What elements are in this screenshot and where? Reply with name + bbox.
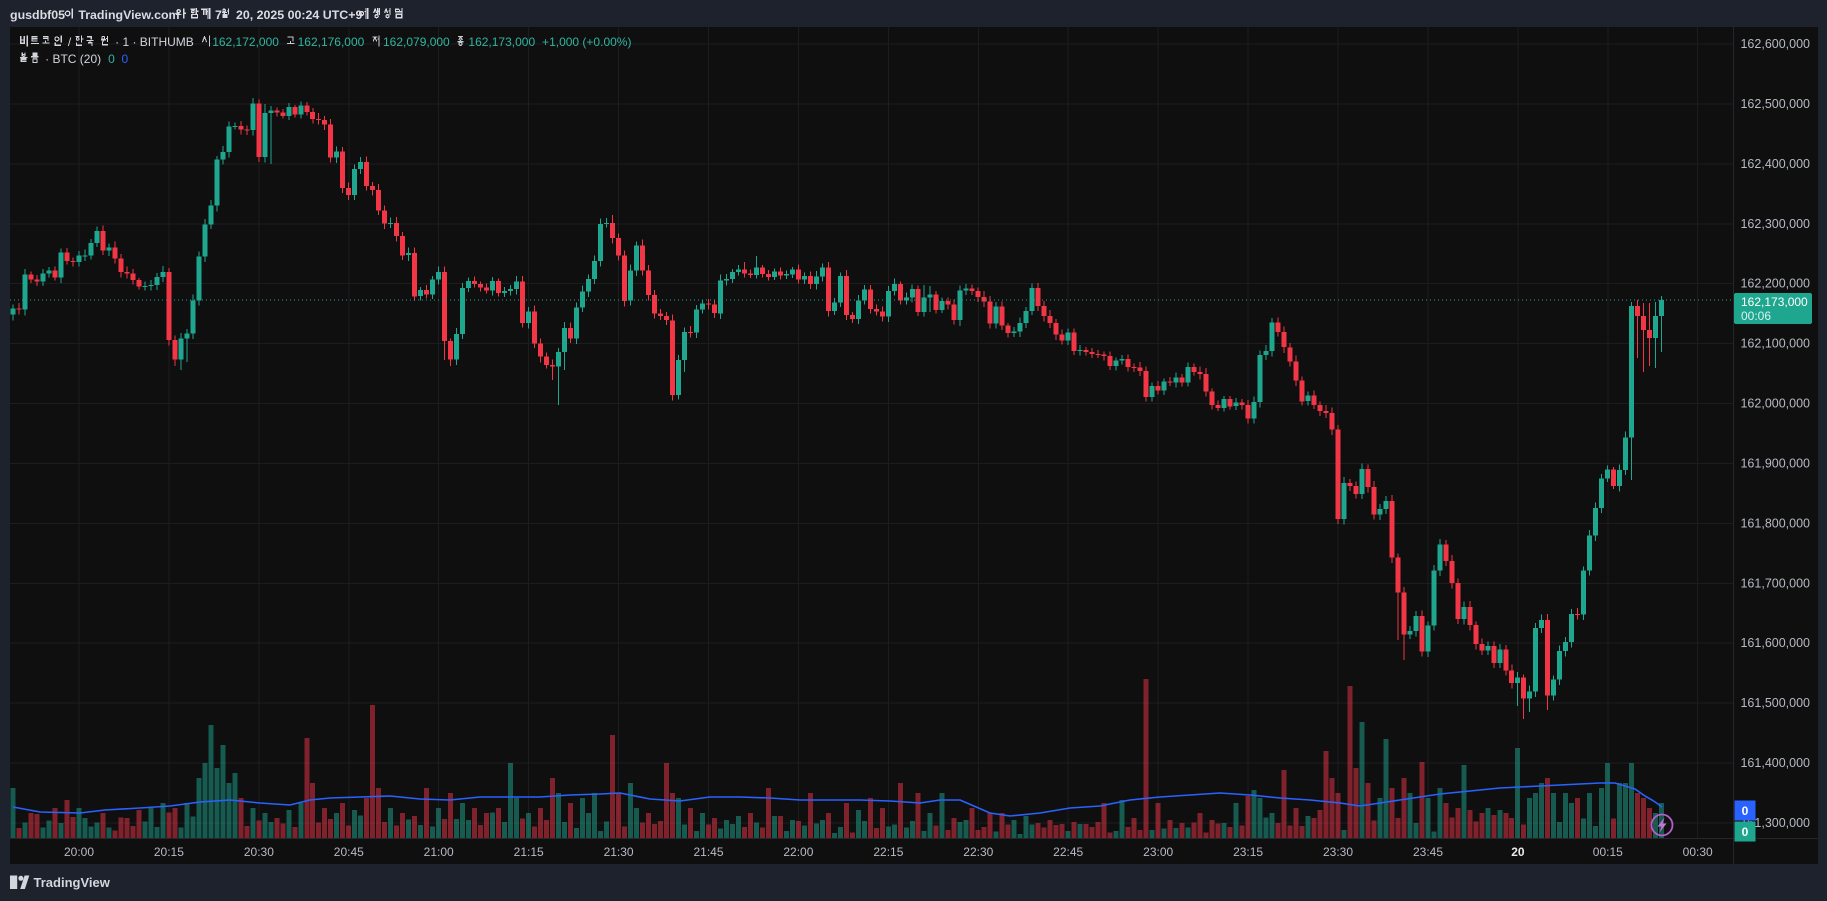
svg-text:· 1 · BITHUMB: · 1 · BITHUMB	[112, 35, 201, 49]
svg-text:161,700,000: 161,700,000	[1740, 576, 1810, 590]
svg-text:162,100,000: 162,100,000	[1740, 337, 1810, 351]
svg-text:7: 7	[212, 8, 222, 22]
svg-text:22:00: 22:00	[783, 845, 813, 859]
svg-text:20:00: 20:00	[64, 845, 94, 859]
svg-text:TradingView: TradingView	[34, 875, 111, 890]
svg-text:162,000,000: 162,000,000	[1740, 397, 1810, 411]
svg-text:162,173,000: 162,173,000	[1741, 295, 1808, 309]
svg-text:22:15: 22:15	[873, 845, 903, 859]
svg-text:20:15: 20:15	[154, 845, 184, 859]
svg-text:162,600,000: 162,600,000	[1740, 37, 1810, 51]
svg-text:20: 20	[1511, 845, 1525, 859]
svg-text:21:45: 21:45	[693, 845, 723, 859]
svg-text:/: /	[65, 35, 75, 49]
svg-text:162,176,000: 162,176,000	[298, 35, 365, 49]
svg-text:20, 2025 00:24 UTC+9: 20, 2025 00:24 UTC+9	[233, 8, 363, 22]
svg-text:161,600,000: 161,600,000	[1740, 636, 1810, 650]
svg-text:00:15: 00:15	[1593, 845, 1623, 859]
svg-text:162,500,000: 162,500,000	[1740, 97, 1810, 111]
svg-text:23:30: 23:30	[1323, 845, 1353, 859]
svg-text:21:15: 21:15	[514, 845, 544, 859]
svg-text:23:15: 23:15	[1233, 845, 1263, 859]
svg-text:21:00: 21:00	[424, 845, 454, 859]
svg-text:161,300,000: 161,300,000	[1740, 816, 1810, 830]
svg-text:00:30: 00:30	[1683, 845, 1713, 859]
svg-text:161,800,000: 161,800,000	[1740, 516, 1810, 530]
svg-text:162,079,000: 162,079,000	[383, 35, 450, 49]
svg-text:162,200,000: 162,200,000	[1740, 277, 1810, 291]
svg-text:23:00: 23:00	[1143, 845, 1173, 859]
svg-text:· BTC (20): · BTC (20)	[42, 52, 105, 66]
svg-text:20:30: 20:30	[244, 845, 274, 859]
svg-text:gusdbf05: gusdbf05	[10, 8, 65, 22]
svg-text:23:45: 23:45	[1413, 845, 1443, 859]
svg-text:162,172,000: 162,172,000	[212, 35, 279, 49]
svg-text:22:45: 22:45	[1053, 845, 1083, 859]
svg-text:TradingView.com: TradingView.com	[75, 8, 180, 22]
svg-text:0: 0	[1742, 804, 1749, 818]
svg-text:21:30: 21:30	[604, 845, 634, 859]
svg-text:161,900,000: 161,900,000	[1740, 457, 1810, 471]
svg-text:00:06: 00:06	[1741, 309, 1771, 323]
svg-text:161,500,000: 161,500,000	[1740, 696, 1810, 710]
svg-text:22:30: 22:30	[963, 845, 993, 859]
svg-text:161,400,000: 161,400,000	[1740, 756, 1810, 770]
svg-text:0: 0	[1742, 825, 1749, 839]
svg-text:20:45: 20:45	[334, 845, 364, 859]
svg-text:0: 0	[105, 52, 115, 66]
svg-text:162,400,000: 162,400,000	[1740, 157, 1810, 171]
svg-text:+1,000 (+0.00%): +1,000 (+0.00%)	[535, 35, 631, 49]
svg-text:162,300,000: 162,300,000	[1740, 217, 1810, 231]
svg-text:162,173,000: 162,173,000	[468, 35, 535, 49]
svg-text:0: 0	[115, 52, 129, 66]
